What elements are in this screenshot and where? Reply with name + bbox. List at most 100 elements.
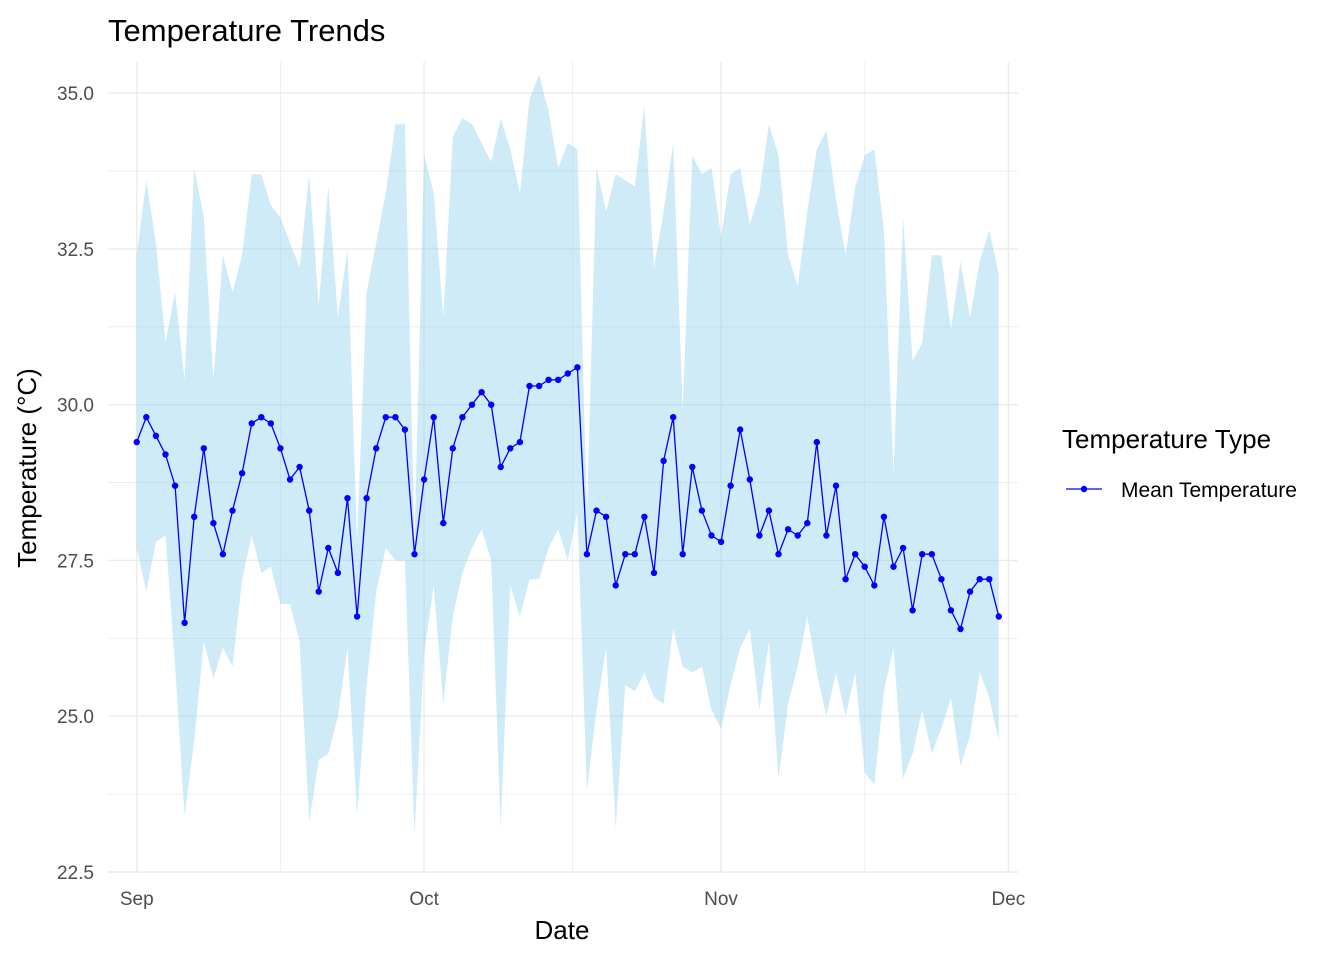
mean-temperature-point <box>593 507 600 514</box>
x-tick-label: Oct <box>409 889 439 910</box>
mean-temperature-point <box>679 551 686 558</box>
mean-temperature-point <box>152 432 160 439</box>
mean-temperature-point <box>555 376 562 383</box>
mean-temperature-point <box>737 426 744 433</box>
mean-temperature-point <box>938 576 945 583</box>
mean-temperature-point <box>670 414 677 421</box>
mean-temperature-point <box>545 376 552 383</box>
major-gridlines <box>108 62 1018 873</box>
mean-temperature-point <box>995 613 1002 620</box>
x-axis-title: Date <box>535 915 590 945</box>
mean-temperature-point <box>286 476 294 483</box>
mean-temperature-point <box>650 569 658 577</box>
mean-temperature-point <box>162 451 169 458</box>
mean-temperature-point <box>986 576 993 583</box>
mean-temperature-point <box>478 389 485 396</box>
y-tick-label: 35.0 <box>57 84 94 105</box>
mean-temperature-point <box>631 551 638 558</box>
mean-temperature-point <box>459 414 466 421</box>
mean-temperature-point <box>248 420 255 427</box>
mean-temperature-point <box>919 551 926 558</box>
mean-temperature-point <box>928 551 935 558</box>
mean-temperature-point <box>698 507 706 514</box>
mean-temperature-point <box>660 457 667 464</box>
mean-temperature-point <box>976 576 983 583</box>
mean-temperature-point <box>516 438 524 446</box>
mean-temperature-point <box>899 544 907 552</box>
mean-temperature-point <box>468 401 476 408</box>
chart-title: Temperature Trends <box>108 13 385 48</box>
mean-temperature-point <box>708 532 715 539</box>
mean-temperature-point <box>784 526 792 533</box>
mean-temperature-point <box>420 476 428 483</box>
x-axis-tick-labels: Sep Oct Nov Dec <box>120 889 1025 910</box>
mean-temperature-point <box>210 519 217 527</box>
mean-temperature-point <box>258 414 265 421</box>
x-tick-label: Dec <box>992 889 1026 910</box>
mean-temperature-point <box>133 438 140 446</box>
mean-temperature-point <box>306 507 313 514</box>
y-tick-label: 22.5 <box>57 863 94 884</box>
mean-temperature-point <box>488 401 495 408</box>
mean-temperature-point <box>574 364 581 371</box>
y-axis-title: Temperature (°C) <box>12 368 42 568</box>
mean-temperature-point <box>315 588 322 595</box>
mean-temperature-point <box>373 445 380 452</box>
y-tick-label: 32.5 <box>57 240 94 261</box>
mean-temperature-point <box>564 370 571 377</box>
legend-key-point <box>1080 485 1088 493</box>
x-tick-label: Nov <box>704 889 738 910</box>
mean-temperature-point <box>746 476 753 483</box>
mean-temperature-point <box>794 532 801 539</box>
legend-title: Temperature Type <box>1062 424 1271 454</box>
mean-temperature-point <box>171 482 179 489</box>
mean-temperature-point <box>756 532 763 539</box>
mean-temperature-point <box>813 438 820 446</box>
mean-temperature-point <box>382 414 389 421</box>
mean-temperature-point <box>181 619 188 626</box>
mean-temperature-point <box>842 576 849 583</box>
mean-temperature-point <box>717 538 725 545</box>
mean-temperature-point <box>392 414 399 421</box>
mean-temperature-point <box>238 470 246 477</box>
mean-temperature-point <box>852 551 859 558</box>
mean-temperature-points <box>133 364 1002 633</box>
mean-temperature-point <box>947 607 955 614</box>
mean-temperature-point <box>909 607 916 614</box>
mean-temperature-point <box>449 445 456 452</box>
mean-temperature-point <box>267 420 274 427</box>
temperature-range-ribbon <box>136 74 999 835</box>
mean-temperature-point <box>296 463 303 471</box>
mean-temperature-point <box>804 519 811 527</box>
mean-temperature-point <box>622 551 629 558</box>
mean-temperature-point <box>219 551 227 558</box>
mean-temperature-point <box>411 551 418 558</box>
mean-temperature-point <box>689 463 696 471</box>
mean-temperature-point <box>401 426 409 433</box>
mean-temperature-point <box>363 495 370 502</box>
mean-temperature-point <box>727 482 734 489</box>
mean-temperature-point <box>957 625 964 633</box>
mean-temperature-point <box>861 563 868 570</box>
mean-temperature-point <box>344 495 351 502</box>
mean-temperature-point <box>507 445 514 452</box>
mean-temperature-point <box>191 513 198 520</box>
legend: Temperature Type Mean Temperature <box>1062 424 1297 502</box>
mean-temperature-point <box>229 507 236 514</box>
mean-temperature-point <box>641 513 648 520</box>
legend-entry-label: Mean Temperature <box>1121 479 1297 502</box>
mean-temperature-point <box>602 513 610 520</box>
mean-temperature-point <box>583 551 591 558</box>
mean-temperature-point <box>200 445 207 452</box>
minor-gridlines <box>108 62 1018 872</box>
y-tick-label: 27.5 <box>57 551 94 572</box>
mean-temperature-point <box>325 544 332 552</box>
mean-temperature-point <box>966 588 974 595</box>
y-tick-label: 25.0 <box>57 707 94 728</box>
mean-temperature-point <box>765 507 773 514</box>
mean-temperature-point <box>890 563 897 570</box>
mean-temperature-point <box>880 513 888 520</box>
mean-temperature-point <box>832 482 840 489</box>
mean-temperature-point <box>612 582 619 589</box>
